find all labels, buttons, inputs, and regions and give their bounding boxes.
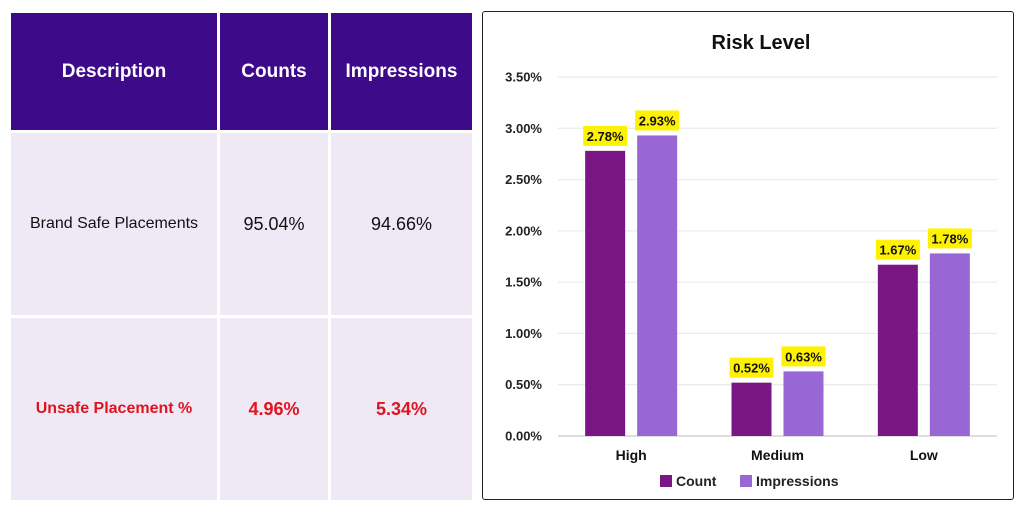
data-label-background <box>729 357 774 378</box>
header-counts: Counts <box>220 13 328 130</box>
y-tick-label: 1.00% <box>505 326 542 341</box>
table-row: Brand Safe Placements 95.04% 94.66% <box>11 133 472 315</box>
bar-high-impressions <box>637 135 678 437</box>
bars <box>585 135 970 437</box>
legend-swatch-count <box>660 475 672 487</box>
data-label-background <box>635 110 680 131</box>
legend: Count Impressions <box>660 473 839 489</box>
data-label: 2.93% <box>639 113 676 128</box>
bar-high-count <box>585 150 626 436</box>
table-row: Unsafe Placement % 4.96% 5.34% <box>11 318 472 500</box>
data-label: 1.78% <box>931 231 968 246</box>
gridlines <box>558 76 997 437</box>
row-impressions: 94.66% <box>331 133 472 315</box>
data-label-background <box>781 346 826 367</box>
x-category-label: Medium <box>751 447 804 463</box>
row-description: Unsafe Placement % <box>11 318 217 500</box>
bar-low-impressions <box>929 253 970 436</box>
chart-title: Risk Level <box>712 32 811 54</box>
bar-low-count <box>877 264 918 436</box>
y-tick-label: 3.50% <box>505 70 542 85</box>
data-label: 2.78% <box>587 129 624 144</box>
header-impressions: Impressions <box>331 13 472 130</box>
y-tick-label: 1.50% <box>505 275 542 290</box>
data-label-background <box>927 228 972 249</box>
legend-swatch-impressions <box>740 475 752 487</box>
chart-svg: Risk Level 0.00% 0.50% 1.00% 1.50% 2.00% 2.50… <box>505 32 997 489</box>
y-tick-label: 3.00% <box>505 121 542 136</box>
y-tick-label: 0.50% <box>505 377 542 392</box>
y-tick-label: 0.00% <box>505 429 542 444</box>
row-impressions: 5.34% <box>331 318 472 500</box>
table-header-row: Description Counts Impressions <box>11 13 472 130</box>
row-description: Brand Safe Placements <box>11 133 217 315</box>
x-category-label: Low <box>910 447 938 463</box>
data-labels: 2.78% 2.93% 0.52% 0.63% 1.67% 1.78% <box>583 110 972 378</box>
summary-table: Description Counts Impressions Brand Saf… <box>8 10 475 503</box>
y-tick-label: 2.00% <box>505 223 542 238</box>
bar-medium-count <box>731 382 772 436</box>
data-label-background <box>875 239 920 260</box>
row-counts: 4.96% <box>220 318 328 500</box>
data-label: 1.67% <box>879 243 916 258</box>
x-axis-categories: High Medium Low <box>616 447 938 463</box>
legend-label-count: Count <box>676 473 717 489</box>
placement-summary-table: Description Counts Impressions Brand Saf… <box>8 10 472 503</box>
data-label: 0.63% <box>785 349 822 364</box>
risk-level-chart: Risk Level 0.00% 0.50% 1.00% 1.50% 2.00% 2.50… <box>482 11 1014 500</box>
y-axis-ticks: 0.00% 0.50% 1.00% 1.50% 2.00% 2.50% 3.00% 3.50% <box>505 70 542 444</box>
x-category-label: High <box>616 447 647 463</box>
header-description: Description <box>11 13 217 130</box>
row-counts: 95.04% <box>220 133 328 315</box>
y-tick-label: 2.50% <box>505 172 542 187</box>
bar-medium-impressions <box>783 371 824 436</box>
data-label: 0.52% <box>733 361 770 376</box>
data-label-background <box>583 125 628 146</box>
legend-label-impressions: Impressions <box>756 473 839 489</box>
